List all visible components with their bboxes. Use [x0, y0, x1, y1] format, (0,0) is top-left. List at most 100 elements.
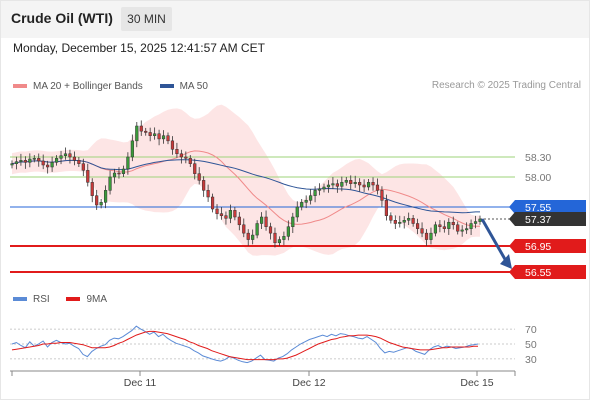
- chart-datetime: Monday, December 15, 2025 12:41:57 AM CE…: [13, 41, 265, 55]
- candle-body: [402, 220, 406, 223]
- candle-body: [19, 160, 23, 162]
- candle-body: [260, 216, 264, 224]
- candle-body: [233, 210, 237, 218]
- candle-body: [68, 153, 72, 158]
- candle-body: [215, 208, 219, 214]
- candle-body: [72, 156, 76, 161]
- candle-body: [37, 158, 41, 162]
- candle-body: [179, 153, 183, 158]
- candle-body: [63, 153, 68, 156]
- candle-body: [32, 158, 36, 160]
- candle-body: [478, 218, 482, 222]
- candle-body: [104, 190, 108, 203]
- candle-body: [344, 180, 348, 183]
- chart-header: Crude Oil (WTI) 30 MIN: [0, 0, 590, 38]
- rsi-swatch: [13, 297, 27, 301]
- rsi-line: [11, 325, 479, 364]
- rsi-ma-line: [11, 330, 478, 361]
- rsi-legend: RSI 9MA: [13, 293, 121, 305]
- candle-body: [184, 156, 188, 159]
- price-label-pointer: [509, 265, 515, 279]
- candle-body: [219, 213, 224, 216]
- candle-body: [41, 160, 45, 166]
- candle-body: [447, 221, 451, 229]
- candle-body: [210, 196, 215, 210]
- x-tick-label: Dec 12: [292, 377, 325, 389]
- candle-body: [139, 125, 143, 132]
- candle-body: [465, 228, 469, 231]
- price-label-bg-56-55: [515, 265, 586, 279]
- candle-body: [331, 183, 335, 186]
- candle-body: [282, 236, 286, 240]
- candle-body: [460, 229, 464, 232]
- candle-body: [264, 216, 268, 227]
- price-label-57-37: 57.37: [525, 214, 551, 226]
- candle-body: [175, 149, 179, 155]
- candle-body: [202, 180, 206, 191]
- candle-body: [429, 232, 433, 240]
- ma20-swatch: [13, 84, 27, 88]
- candle-body: [135, 125, 139, 142]
- candle-body: [23, 160, 27, 163]
- candle-body: [416, 223, 420, 229]
- candle-body: [130, 140, 134, 158]
- legend-rsi-ma-label: 9MA: [86, 293, 108, 305]
- candle-body: [170, 140, 175, 150]
- ma50-line: [11, 159, 480, 214]
- candle-body: [153, 133, 157, 136]
- candle-body: [340, 182, 344, 187]
- candle-body: [166, 135, 170, 142]
- candle-body: [358, 182, 362, 186]
- candle-body: [112, 172, 117, 178]
- candle-body: [14, 161, 19, 164]
- candle-body: [193, 163, 197, 174]
- candle-body: [59, 155, 63, 159]
- candle-body: [246, 232, 250, 240]
- candle-body: [144, 130, 148, 133]
- candle-body: [389, 215, 393, 221]
- candle-body: [309, 195, 313, 201]
- candle-body: [157, 133, 161, 140]
- candle-body: [353, 182, 357, 184]
- ma50-swatch: [159, 84, 174, 88]
- interval-button[interactable]: 30 MIN: [121, 7, 172, 31]
- candle-body: [255, 223, 259, 236]
- candle-body: [322, 186, 326, 190]
- candle-body: [451, 221, 455, 226]
- candle-body: [126, 156, 130, 170]
- candle-body: [188, 158, 192, 164]
- candle-body: [438, 224, 442, 227]
- legend-ma20-bb: MA 20 + Bollinger Bands: [13, 81, 143, 92]
- price-label-58-30: 58.30: [525, 152, 551, 164]
- candle-body: [28, 158, 32, 163]
- rsi-tick-30: 30: [525, 354, 537, 366]
- legend-rsi-ma: 9MA: [66, 294, 107, 305]
- candle-body: [304, 200, 308, 203]
- candle-body: [95, 195, 99, 206]
- candle-body: [371, 182, 375, 186]
- candle-body: [393, 220, 397, 224]
- candle-body: [251, 234, 255, 240]
- candle-body: [77, 160, 81, 164]
- candle-body: [46, 164, 50, 168]
- candle-body: [375, 184, 380, 191]
- candle-body: [411, 218, 415, 224]
- candle-body: [81, 163, 85, 171]
- candle-body: [50, 162, 54, 168]
- candle-body: [407, 218, 411, 221]
- candle-body: [117, 172, 121, 175]
- price-legend: MA 20 + Bollinger Bands MA 50: [13, 80, 222, 92]
- price-label-pointer: [509, 212, 515, 226]
- candle-body: [366, 182, 371, 188]
- candle-body: [295, 206, 299, 218]
- instrument-title: Crude Oil (WTI): [11, 10, 113, 26]
- candle-body: [242, 224, 246, 234]
- legend-ma50-label: MA 50: [179, 80, 208, 92]
- candle-body: [206, 190, 210, 198]
- legend-ma50: MA 50: [159, 80, 208, 92]
- candle-body: [99, 202, 103, 206]
- candle-body: [54, 158, 59, 163]
- candle-body: [313, 190, 317, 196]
- forecast-arrow-head: [500, 254, 512, 269]
